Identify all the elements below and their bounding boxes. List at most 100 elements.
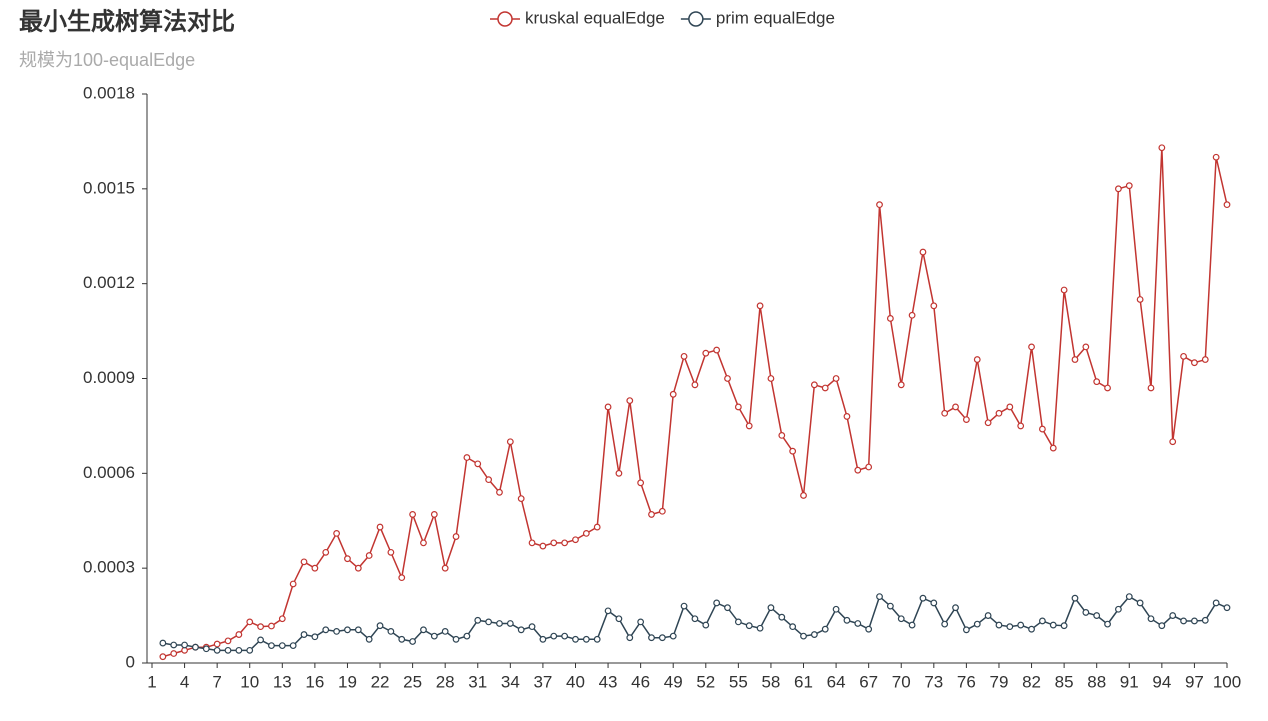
data-point [952, 403, 959, 411]
data-point [789, 447, 797, 455]
data-point [843, 616, 851, 624]
data-point [1212, 153, 1220, 161]
data-point [962, 626, 970, 634]
data-point [572, 536, 579, 544]
data-point [876, 201, 883, 209]
data-point [1223, 604, 1231, 612]
data-point [517, 626, 525, 634]
data-point [973, 356, 981, 363]
data-point [376, 622, 384, 630]
series-line [162, 595, 1228, 652]
data-point [550, 632, 558, 640]
data-point [539, 542, 547, 550]
x-tick-label: 55 [729, 672, 748, 691]
data-point [257, 623, 264, 631]
data-point [658, 507, 666, 515]
data-point [268, 642, 275, 650]
data-point [268, 622, 275, 630]
data-point [572, 635, 579, 643]
data-point [1115, 605, 1122, 613]
data-point [430, 511, 438, 518]
data-point [973, 620, 981, 628]
data-point [637, 618, 645, 626]
data-point [528, 623, 536, 631]
data-point [604, 403, 612, 411]
data-point [756, 302, 764, 310]
data-point [463, 454, 471, 461]
data-point [810, 381, 818, 389]
legend-item: kruskal equalEdge [490, 8, 665, 27]
data-point [202, 645, 210, 653]
legend-symbol [688, 11, 704, 27]
data-point [724, 375, 731, 382]
data-point [289, 642, 297, 650]
data-point [1201, 356, 1209, 363]
data-point [387, 548, 395, 556]
data-point [908, 311, 916, 319]
data-point [506, 620, 514, 627]
x-tick-label: 49 [664, 672, 683, 691]
data-point [1180, 352, 1187, 360]
data-point [354, 564, 362, 572]
data-point [821, 384, 829, 392]
data-point [300, 558, 308, 566]
x-tick-label: 82 [1022, 672, 1041, 691]
data-point [1017, 621, 1025, 629]
data-point [561, 539, 569, 547]
data-point [344, 626, 351, 634]
x-tick-label: 85 [1055, 672, 1074, 691]
data-point [1201, 616, 1209, 624]
data-point [1082, 343, 1090, 351]
data-point [778, 613, 786, 621]
data-point [213, 646, 221, 654]
data-point [648, 634, 655, 642]
data-point [615, 615, 623, 623]
data-point [1082, 609, 1090, 616]
x-tick-label: 88 [1087, 672, 1106, 691]
data-point [1180, 617, 1187, 625]
x-tick-label: 37 [533, 672, 552, 691]
data-point [1028, 625, 1035, 633]
data-point [1071, 356, 1079, 363]
data-point [680, 602, 688, 610]
data-point [311, 633, 319, 641]
data-point [1212, 599, 1220, 607]
data-point [224, 646, 232, 654]
data-point [593, 523, 601, 531]
data-point [854, 466, 862, 474]
x-tick-label: 19 [338, 672, 357, 691]
data-point [658, 634, 666, 642]
data-point [1006, 623, 1014, 631]
data-point [734, 618, 742, 626]
data-point [745, 422, 753, 430]
data-point [452, 533, 460, 540]
data-point [420, 539, 427, 547]
data-point [1136, 599, 1144, 607]
x-tick-label: 16 [305, 672, 324, 691]
data-point [821, 625, 829, 633]
x-tick-label: 70 [892, 672, 911, 691]
x-tick-label: 4 [180, 672, 189, 691]
data-point [832, 605, 840, 613]
data-point [778, 432, 786, 439]
x-tick-label: 61 [794, 672, 813, 691]
data-point [626, 634, 634, 642]
data-point [224, 637, 232, 645]
data-point [745, 622, 753, 630]
data-point [1191, 617, 1198, 625]
data-point [1115, 185, 1122, 193]
data-point [344, 555, 351, 563]
data-point [409, 511, 417, 518]
x-tick-label: 58 [761, 672, 780, 691]
x-tick-label: 40 [566, 672, 585, 691]
data-point [1136, 296, 1144, 303]
data-point [1158, 622, 1166, 630]
data-point [843, 413, 851, 420]
data-point [897, 381, 905, 389]
data-point [789, 623, 797, 631]
x-tick-label: 46 [631, 672, 650, 691]
data-point [289, 580, 297, 588]
y-tick-label: 0.0009 [83, 368, 135, 387]
data-point [691, 381, 699, 389]
data-point [734, 403, 742, 411]
